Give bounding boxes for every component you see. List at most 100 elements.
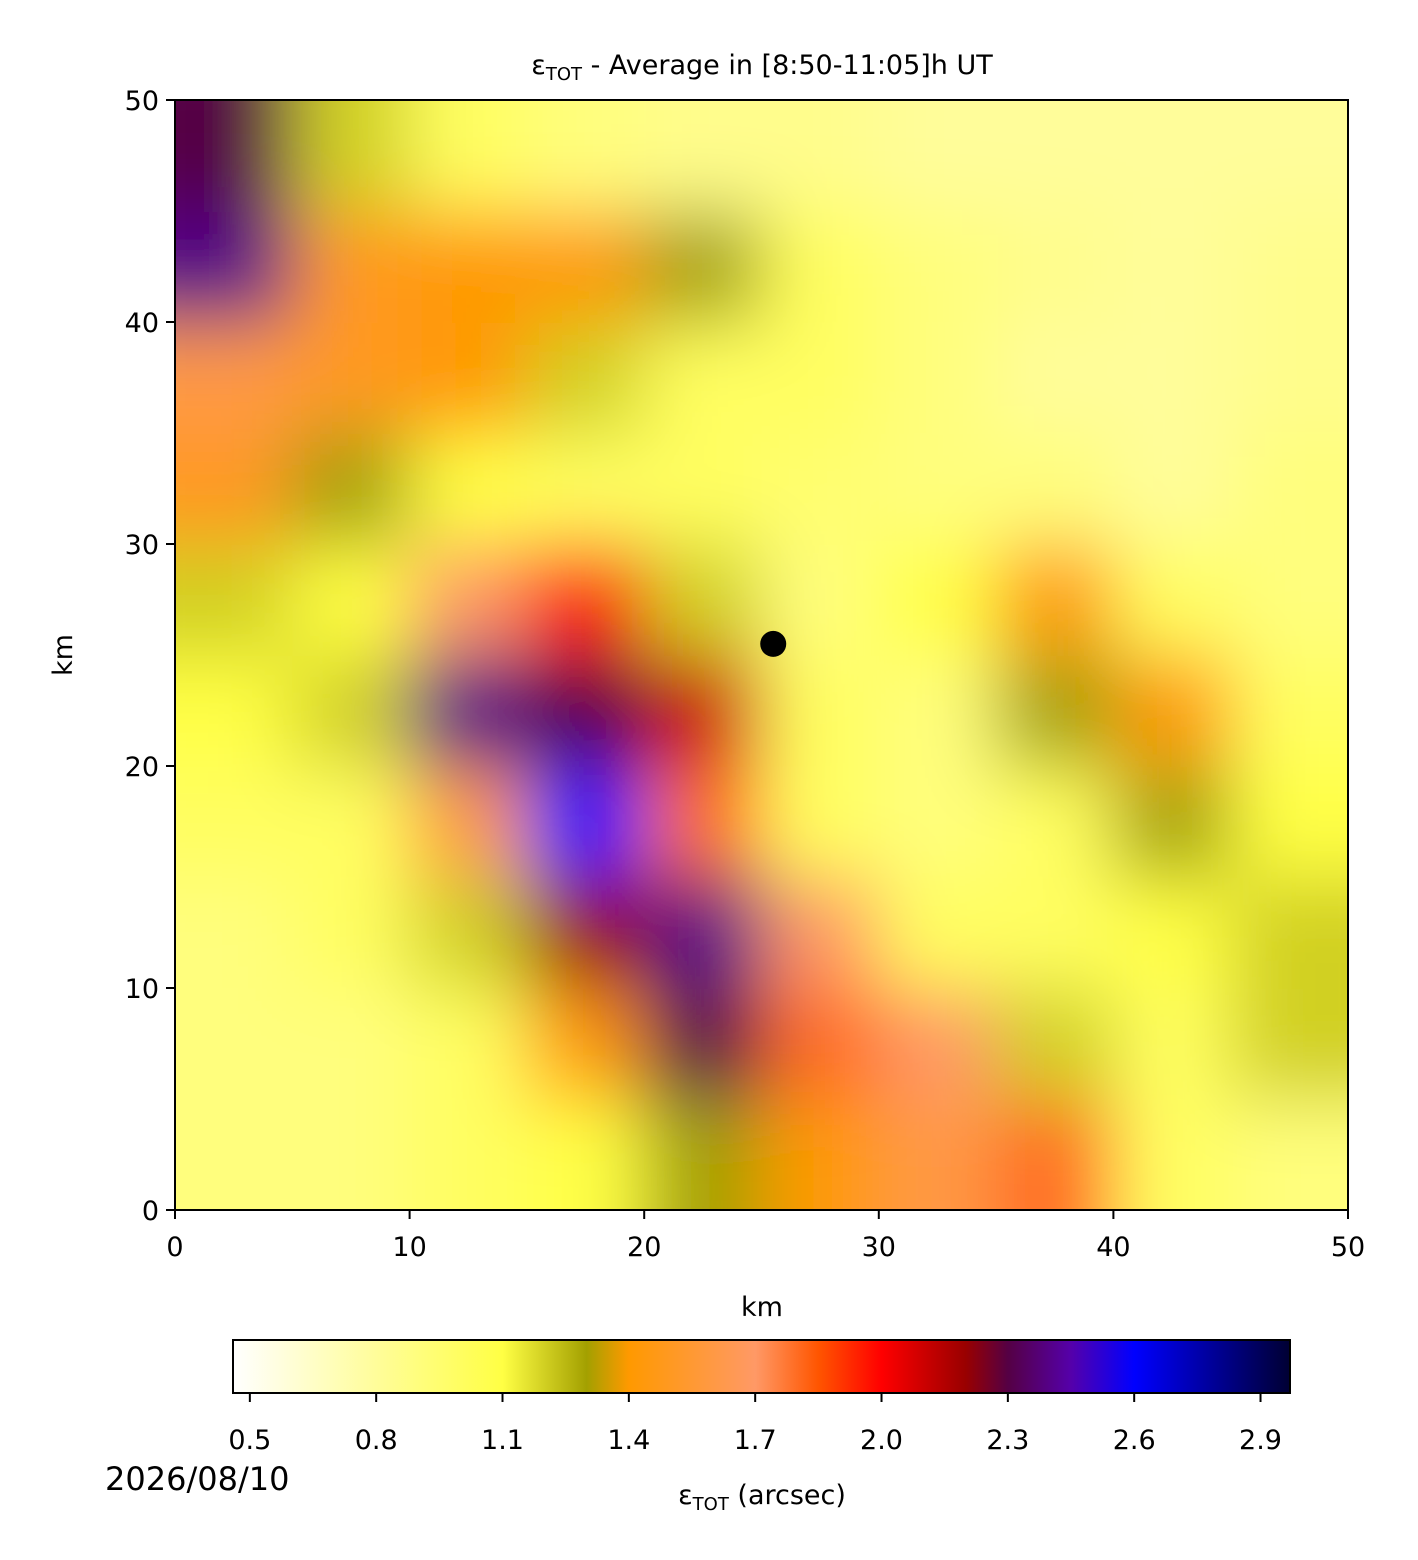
heatmap-cell — [1230, 655, 1348, 767]
colorbar — [232, 1339, 1291, 1394]
x-tick-label: 20 — [627, 1232, 661, 1263]
heatmap-cell — [1230, 766, 1348, 878]
heatmap-cell — [1113, 544, 1232, 656]
heatmap-cell — [644, 988, 763, 1100]
cells — [175, 100, 1348, 1210]
heatmap-cell — [1113, 655, 1232, 767]
heatmap-cell — [996, 877, 1115, 989]
x-tick-label: 40 — [1096, 1232, 1130, 1263]
x-tick-label: 30 — [862, 1232, 896, 1263]
heatmap-cell — [1230, 1099, 1348, 1210]
heatmap-cell — [175, 211, 294, 323]
heatmap-cell — [761, 988, 880, 1100]
heatmap-cell — [878, 100, 998, 212]
heatmap-cell — [526, 322, 646, 434]
heatmap-cell — [761, 766, 880, 878]
heatmap-cell — [761, 433, 880, 545]
heatmap-cell — [526, 1099, 646, 1210]
heatmap-cell — [996, 433, 1115, 545]
heatmap-cell — [644, 766, 763, 878]
chart-title: εTOT - Average in [8:50-11:05]h UT — [531, 50, 993, 85]
heatmap-cell — [292, 433, 411, 545]
colorbar-tick-label: 2.3 — [986, 1425, 1029, 1456]
colorbar-tick-label: 1.7 — [734, 1425, 777, 1456]
heatmap-cell — [292, 766, 411, 878]
y-tick-label: 30 — [125, 530, 159, 561]
x-axis-label: km — [741, 1292, 783, 1323]
heatmap-cell — [1113, 211, 1232, 323]
heatmap-cell — [644, 211, 763, 323]
heatmap-cell — [996, 988, 1115, 1100]
heatmap-cell — [526, 544, 646, 656]
heatmap-cell — [1113, 100, 1232, 212]
heatmap-cell — [292, 1099, 411, 1210]
heatmap-cell — [878, 211, 998, 323]
heatmap-cell — [761, 322, 880, 434]
x-tick-label: 10 — [392, 1232, 426, 1263]
colorbar-tick-label: 2.6 — [1113, 1425, 1156, 1456]
colorbar-tick-label: 0.5 — [228, 1425, 271, 1456]
heatmap-cell — [409, 211, 528, 323]
heatmap-cell — [996, 544, 1115, 656]
heatmap-cell — [409, 100, 528, 212]
heatmap-cell — [526, 988, 646, 1100]
heatmap-cell — [644, 433, 763, 545]
heatmap-cell — [878, 433, 998, 545]
heatmap-cell — [1230, 433, 1348, 545]
heatmap-cell — [761, 211, 880, 323]
y-tick-label: 50 — [125, 86, 159, 117]
heatmap-cell — [1230, 322, 1348, 434]
heatmap-cell — [761, 655, 880, 767]
heatmap-cell — [761, 877, 880, 989]
heatmap-cell — [996, 322, 1115, 434]
heatmap-cell — [878, 1099, 998, 1210]
heatmap-cell — [878, 988, 998, 1100]
heatmap-cell — [1230, 544, 1348, 656]
heatmap-cell — [409, 766, 528, 878]
heatmap-cell — [526, 100, 646, 212]
colorbar-label-text: (arcsec) — [729, 1480, 846, 1511]
plot-frame — [174, 99, 1349, 1211]
heatmap-cell — [409, 1099, 528, 1210]
colorbar-tick-label: 1.1 — [481, 1425, 524, 1456]
heatmap-cell — [1230, 988, 1348, 1100]
heatmap-cell — [878, 322, 998, 434]
x-tick-label: 50 — [1331, 1232, 1365, 1263]
heatmap-cell — [1113, 433, 1232, 545]
heatmap-cell — [292, 322, 411, 434]
colorbar-tick-label: 2.9 — [1239, 1425, 1282, 1456]
heatmap-cell — [175, 988, 294, 1100]
y-tick-label: 20 — [125, 752, 159, 783]
heatmap-cell — [292, 877, 411, 989]
colorbar-tick-label: 0.8 — [355, 1425, 398, 1456]
heatmap-cell — [175, 1099, 294, 1210]
heatmap-cell — [644, 322, 763, 434]
colorbar-label-symbol: ε — [678, 1480, 693, 1511]
heatmap-cell — [175, 544, 294, 656]
heatmap-cell — [996, 100, 1115, 212]
heatmap-cell — [644, 877, 763, 989]
colorbar-label: εTOT (arcsec) — [678, 1480, 846, 1515]
heatmap-cell — [1113, 766, 1232, 878]
heatmap-cell — [996, 1099, 1115, 1210]
y-tick-label: 40 — [125, 308, 159, 339]
heatmap-cell — [996, 211, 1115, 323]
colorbar-label-subscript: TOT — [692, 1494, 730, 1515]
heatmap-cell — [292, 655, 411, 767]
heatmap-cell — [996, 766, 1115, 878]
date: 2026/08/10 — [105, 1460, 289, 1498]
heatmap-cell — [996, 655, 1115, 767]
heatmap-cell — [409, 433, 528, 545]
heatmap-cell — [292, 211, 411, 323]
heatmap-cell — [644, 655, 763, 767]
heatmap-cell — [526, 211, 646, 323]
heatmap-cell — [1230, 211, 1348, 323]
title-subscript: TOT — [545, 64, 583, 85]
heatmap-cell — [526, 766, 646, 878]
heatmap-cell — [175, 433, 294, 545]
x-tick-label: 0 — [166, 1232, 183, 1263]
field — [175, 100, 1348, 1210]
heatmap-cell — [1113, 1099, 1232, 1210]
